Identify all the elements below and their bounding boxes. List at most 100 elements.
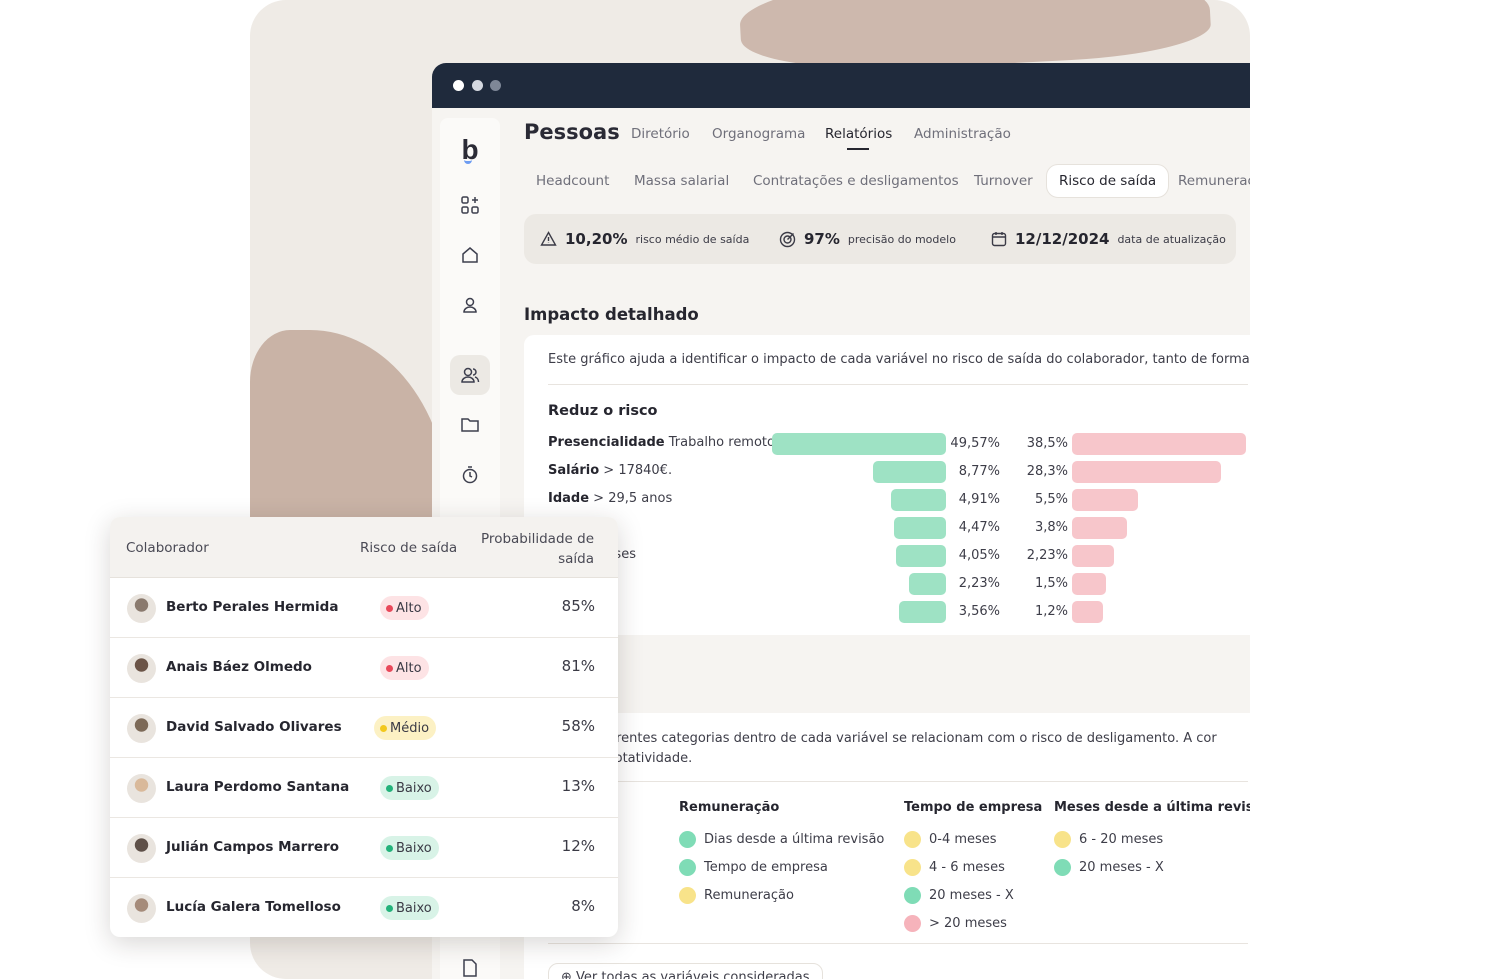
red-bar[interactable] [1072,489,1138,511]
color-dot-icon [904,830,921,848]
grouped-column-header: Meses desde a última revisão [1054,800,1250,815]
table-row[interactable]: Berto Perales Hermida Alto 85% [110,578,618,638]
grouped-item-label: Dias desde a última revisão [704,831,885,847]
grouped-column-header: Tempo de empresa [904,800,1043,815]
color-dot-icon [1054,858,1071,876]
exit-probability: 8% [571,897,595,915]
stat-date: 12/12/2024 data de atualização [991,230,1226,248]
risk-badge: Alto [380,656,429,680]
green-bar[interactable] [896,545,946,567]
red-bar[interactable] [1072,517,1127,539]
grouped-item-label: > 20 meses [929,915,1007,931]
grouped-item: Tempo de empresa [679,853,884,881]
red-bar[interactable] [1072,461,1221,483]
grouped-item-label: 6 - 20 meses [1079,831,1164,847]
tab-massa-salarial[interactable]: Massa salarial [634,173,730,189]
window-dot[interactable] [490,80,501,91]
red-bar-value: 28,3% [1026,464,1068,479]
red-bar[interactable] [1072,573,1106,595]
employee-name: Julián Campos Marrero [166,839,340,855]
impact-variable-name: Presencialidade [548,435,665,450]
col-probabilidade[interactable]: Probabilidade de saída [481,529,594,569]
target-icon [779,231,796,247]
see-all-variables-label: Ver todas as variáveis consideradas [576,970,810,979]
green-bar[interactable] [891,489,946,511]
stats-bar: 10,20% risco médio de saída 97% precisão… [524,214,1236,264]
add-widget-icon[interactable] [450,185,490,225]
nav-relatorios[interactable]: Relatórios [825,126,892,150]
employee-name: Lucía Galera Tomelloso [166,899,341,915]
exit-probability: 85% [561,597,595,615]
red-bar-value: 38,5% [1026,436,1068,451]
green-bar[interactable] [873,461,946,483]
nav-organograma[interactable]: Organograma [712,126,806,142]
impact-row: resencial2,23%1,5% [548,573,1248,595]
green-bar[interactable] [909,573,946,595]
user-icon[interactable] [450,285,490,325]
impact-variable-name: Idade [548,491,590,506]
red-bar[interactable] [1072,545,1114,567]
impact-row: Idade > 29,5 anos 4,91% 5,5% [548,489,1248,511]
see-all-variables-button[interactable]: ⊕ Ver todas as variáveis consideradas [548,963,823,979]
nav-administracao[interactable]: Administração [914,126,1011,142]
tab-turnover[interactable]: Turnover [974,173,1033,189]
status-dot-icon [386,844,393,852]
grouped-column: Meses desde a última revisão 6 - 20 meses… [1054,800,1250,881]
impact-variable-name: Salário [548,463,600,478]
employee-name: Laura Perdomo Santana [166,779,350,795]
red-bar-value: 2,23% [1026,548,1068,563]
avatar [127,774,156,803]
avatar [127,654,156,683]
status-dot-icon [386,664,393,672]
green-bar-value: 4,47% [958,520,1000,535]
document-icon[interactable] [450,948,490,979]
red-bar-value: 3,8% [1034,520,1068,535]
green-bar[interactable] [894,517,946,539]
employee-name: Berto Perales Hermida [166,599,339,615]
green-bar[interactable] [899,601,946,623]
tab-contratacoes[interactable]: Contratações e desligamentos [753,173,959,189]
nav-diretorio[interactable]: Diretório [631,126,690,142]
red-bar[interactable] [1072,601,1103,623]
table-row[interactable]: Laura Perdomo Santana Baixo 13% [110,758,618,818]
grouped-item: 20 meses - X [904,881,1042,909]
window-dot[interactable] [472,80,483,91]
table-row[interactable]: Anais Báez Olmedo Alto 81% [110,638,618,698]
red-bar[interactable] [1072,433,1246,455]
stat-risk-label: risco médio de saída [635,232,750,246]
table-row[interactable]: Julián Campos Marrero Baixo 12% [110,818,618,878]
impact-row: Presencialidade Trabalho remoto 49,57% 38,… [548,433,1248,455]
tab-remuneracao[interactable]: Remuneração [1178,173,1250,189]
grouped-item: Remuneração [679,881,884,909]
col-risco[interactable]: Risco de saída [360,540,458,556]
grouped-item: 4 - 6 meses [904,853,1042,881]
avatar [127,834,156,863]
tab-risco-de-saida[interactable]: Risco de saída [1046,164,1170,198]
home-icon[interactable] [450,235,490,275]
table-row[interactable]: Lucía Galera Tomelloso Baixo 8% [110,878,618,937]
grouped-item: > 20 meses [904,909,1042,937]
stat-precision-label: precisão do modelo [847,232,956,246]
people-icon[interactable] [450,355,490,395]
folder-icon[interactable] [450,405,490,445]
risk-badge-label: Baixo [396,780,432,796]
logo-b-icon[interactable]: b [461,134,479,165]
table-row[interactable]: David Salvado Olivares Médio 58% [110,698,618,758]
divider [548,384,1248,385]
stat-risk-value: 10,20% [565,230,628,248]
grouped-item-label: Tempo de empresa [704,859,828,875]
green-bar[interactable] [772,433,946,455]
green-bar-value: 3,56% [958,604,1000,619]
risk-badge-label: Médio [390,720,430,736]
col-colaborador[interactable]: Colaborador [126,540,209,556]
status-dot-icon [386,604,393,612]
impact-description: Este gráfico ajuda a identificar o impac… [548,352,1250,367]
color-dot-icon [679,886,696,904]
timer-icon[interactable] [450,455,490,495]
risk-badge: Baixo [380,836,439,860]
impact-variable-value: > 29,5 anos [589,491,673,506]
window-dot[interactable] [453,80,464,91]
risk-badge: Médio [374,716,437,740]
tab-headcount[interactable]: Headcount [536,173,610,189]
